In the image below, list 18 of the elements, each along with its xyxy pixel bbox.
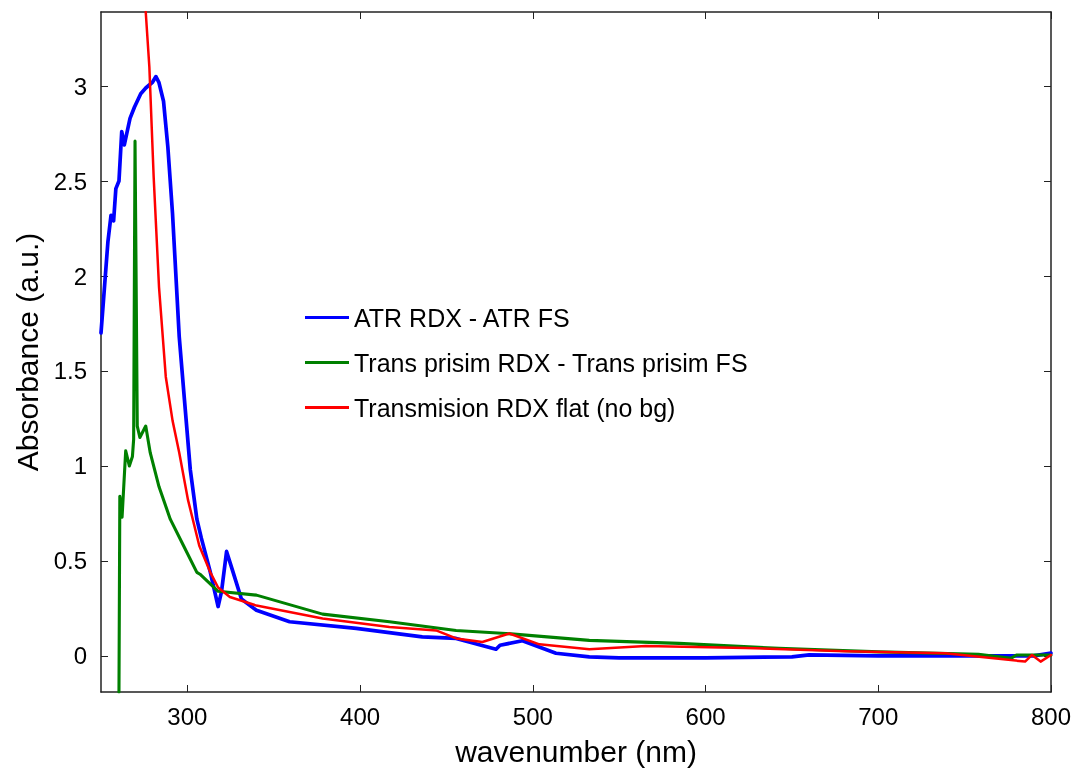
legend-label: ATR RDX - ATR FS	[354, 303, 570, 332]
y-tick-label: 3	[73, 72, 87, 100]
y-tick-label: 2.5	[53, 167, 87, 195]
legend-label: Trans prisim RDX - Trans prisim FS	[354, 348, 748, 377]
x-tick-label: 800	[1030, 702, 1072, 730]
x-tick-label: 300	[167, 702, 208, 730]
y-tick-label: 0	[73, 642, 87, 670]
x-tick-label: 400	[340, 702, 381, 730]
y-tick-label: 1.5	[53, 357, 87, 385]
y-axis-title: Absorbance (a.u.)	[11, 232, 45, 472]
y-tick-label: 1	[73, 452, 87, 480]
x-axis-title: wavenumber (nm)	[454, 734, 697, 768]
x-tick-label: 700	[858, 702, 899, 730]
x-tick-label: 500	[512, 702, 553, 730]
y-tick-label: 0.5	[53, 547, 87, 575]
y-tick-label: 2	[73, 262, 87, 290]
x-tick-label: 600	[685, 702, 726, 730]
legend-label: Transmision RDX flat (no bg)	[354, 393, 676, 422]
